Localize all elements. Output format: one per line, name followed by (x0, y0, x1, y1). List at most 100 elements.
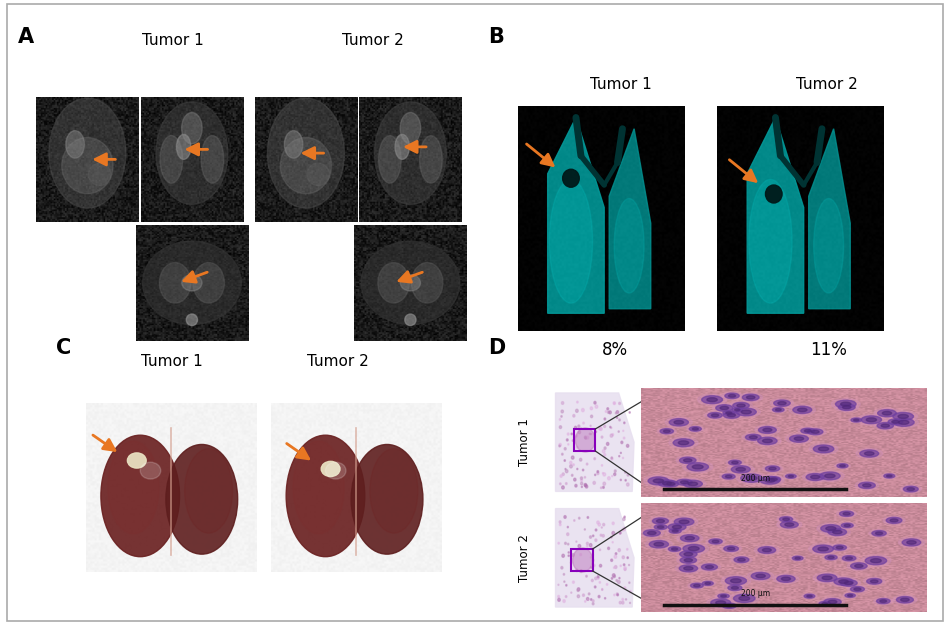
Circle shape (599, 549, 600, 551)
Circle shape (606, 584, 608, 585)
Circle shape (611, 458, 613, 460)
Circle shape (777, 520, 802, 529)
Ellipse shape (749, 179, 792, 303)
Circle shape (602, 523, 605, 526)
Circle shape (629, 412, 630, 413)
Circle shape (604, 418, 606, 420)
Circle shape (863, 484, 871, 487)
Circle shape (575, 426, 577, 429)
Circle shape (722, 603, 736, 608)
Circle shape (693, 428, 698, 430)
Bar (574, 429, 596, 451)
Circle shape (561, 453, 563, 455)
Circle shape (687, 462, 709, 471)
Circle shape (726, 475, 732, 478)
Ellipse shape (66, 131, 85, 158)
Circle shape (576, 435, 578, 437)
Circle shape (572, 554, 575, 556)
Circle shape (732, 461, 738, 464)
Circle shape (603, 482, 605, 485)
Circle shape (739, 393, 763, 402)
Circle shape (560, 416, 562, 418)
Circle shape (700, 581, 715, 586)
Circle shape (874, 598, 893, 605)
Circle shape (608, 547, 610, 549)
Circle shape (592, 554, 594, 556)
Ellipse shape (177, 134, 191, 159)
Circle shape (592, 602, 594, 605)
Circle shape (850, 562, 867, 569)
Circle shape (603, 472, 606, 476)
Circle shape (576, 541, 577, 542)
Circle shape (804, 594, 815, 598)
Circle shape (758, 547, 775, 554)
Circle shape (618, 456, 619, 457)
Circle shape (591, 415, 593, 418)
Circle shape (889, 411, 918, 422)
Circle shape (612, 542, 613, 543)
Circle shape (683, 544, 705, 552)
Circle shape (673, 525, 681, 529)
Circle shape (792, 556, 803, 560)
Circle shape (617, 411, 618, 414)
Circle shape (655, 524, 667, 529)
Circle shape (786, 434, 812, 444)
Circle shape (618, 581, 620, 584)
Circle shape (758, 437, 777, 444)
Ellipse shape (107, 441, 159, 534)
Circle shape (768, 477, 781, 482)
Circle shape (618, 431, 619, 432)
Ellipse shape (813, 199, 844, 293)
Circle shape (586, 575, 587, 577)
Circle shape (609, 411, 611, 414)
Circle shape (614, 555, 617, 558)
Circle shape (798, 427, 817, 434)
Circle shape (577, 468, 578, 469)
Circle shape (729, 460, 741, 465)
Circle shape (611, 559, 613, 561)
Circle shape (564, 542, 566, 544)
Circle shape (616, 552, 617, 554)
Circle shape (772, 408, 784, 412)
Circle shape (837, 579, 861, 587)
Circle shape (618, 549, 620, 552)
Circle shape (599, 564, 601, 567)
Circle shape (570, 465, 572, 468)
Circle shape (644, 476, 673, 486)
Circle shape (850, 586, 864, 592)
Circle shape (597, 521, 599, 524)
Circle shape (865, 557, 886, 565)
Circle shape (663, 430, 670, 432)
Circle shape (619, 532, 620, 534)
Text: Tumor 2: Tumor 2 (519, 534, 531, 582)
Circle shape (559, 445, 560, 447)
Circle shape (655, 479, 679, 488)
Ellipse shape (395, 134, 409, 159)
Circle shape (722, 392, 742, 399)
Circle shape (586, 463, 588, 465)
Circle shape (742, 394, 759, 401)
Ellipse shape (615, 199, 644, 293)
Circle shape (564, 460, 565, 461)
Ellipse shape (284, 131, 303, 158)
Ellipse shape (181, 275, 202, 291)
Circle shape (819, 447, 828, 451)
Circle shape (698, 562, 721, 571)
Circle shape (712, 540, 719, 542)
Circle shape (893, 595, 917, 604)
Circle shape (595, 586, 596, 588)
Circle shape (623, 528, 626, 531)
Circle shape (558, 598, 560, 601)
Circle shape (769, 468, 776, 470)
Circle shape (773, 400, 790, 406)
Circle shape (825, 555, 837, 560)
Circle shape (861, 555, 891, 566)
Circle shape (898, 414, 908, 418)
Circle shape (605, 411, 607, 412)
Circle shape (679, 565, 697, 572)
Bar (571, 549, 593, 571)
Circle shape (589, 544, 592, 547)
Circle shape (726, 459, 744, 466)
Circle shape (568, 555, 569, 556)
Circle shape (901, 485, 921, 493)
